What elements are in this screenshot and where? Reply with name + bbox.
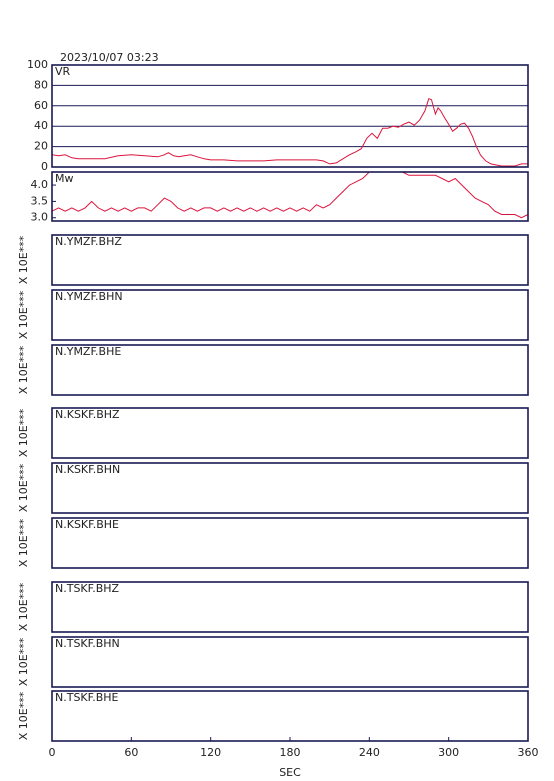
- y-tick-label: 80: [34, 78, 48, 91]
- x-tick-label: 60: [124, 746, 138, 759]
- panel-frame: [51, 407, 529, 459]
- y-axis-label: X 10E***: [17, 408, 30, 457]
- panel-frame: [51, 517, 529, 569]
- x-tick-label: 240: [359, 746, 380, 759]
- x-axis-label: SEC: [279, 766, 301, 779]
- x-tick-label: 120: [200, 746, 221, 759]
- panel-label: N.TSKF.BHN: [55, 637, 120, 650]
- panel-frame: [51, 690, 529, 742]
- y-axis-label: X 10E***: [17, 518, 30, 567]
- panel-label: VR: [55, 65, 71, 78]
- y-axis-label: X 10E***: [17, 637, 30, 686]
- x-tick-label: 300: [438, 746, 459, 759]
- y-axis-label: X 10E***: [17, 290, 30, 339]
- y-tick-label: 60: [34, 99, 48, 112]
- data-line: [51, 98, 528, 167]
- panel-frame: [51, 234, 529, 286]
- y-axis-label: X 10E***: [17, 345, 30, 394]
- panel-label: Mw: [55, 172, 74, 185]
- y-axis-label: X 10E***: [17, 691, 30, 740]
- panel-frame: [51, 344, 529, 396]
- y-axis-label: X 10E***: [17, 463, 30, 512]
- panel-label: N.YMZF.BHN: [55, 290, 123, 303]
- y-tick-label: 100: [27, 58, 48, 71]
- panel-label: N.TSKF.BHZ: [55, 582, 120, 595]
- y-axis-label: X 10E***: [17, 582, 30, 631]
- panel-frame: [51, 636, 529, 688]
- panel-label: N.KSKF.BHZ: [55, 408, 120, 421]
- x-tick-label: 180: [280, 746, 301, 759]
- data-line: [51, 171, 529, 219]
- x-tick-label: 360: [518, 746, 539, 759]
- y-tick-label: 3.0: [31, 211, 49, 224]
- panel-frame: [51, 289, 529, 341]
- panel-label: N.KSKF.BHN: [55, 463, 120, 476]
- panel-frame: [51, 581, 529, 633]
- x-tick-label: 0: [49, 746, 56, 759]
- panel-label: N.TSKF.BHE: [55, 691, 119, 704]
- chart-title: 2023/10/07 03:23: [60, 51, 159, 64]
- y-axis-label: X 10E***: [17, 235, 30, 284]
- panel-label: N.YMZF.BHZ: [55, 235, 122, 248]
- panel-frame: [51, 64, 529, 168]
- panel-frame: [51, 462, 529, 514]
- panel-frame: [51, 171, 529, 222]
- y-tick-label: 20: [34, 140, 48, 153]
- panel-label: N.KSKF.BHE: [55, 518, 119, 531]
- y-tick-label: 4.0: [31, 178, 49, 191]
- y-tick-label: 40: [34, 119, 48, 132]
- y-tick-label: 3.5: [31, 194, 49, 207]
- y-tick-label: 0: [41, 160, 48, 173]
- panel-label: N.YMZF.BHE: [55, 345, 121, 358]
